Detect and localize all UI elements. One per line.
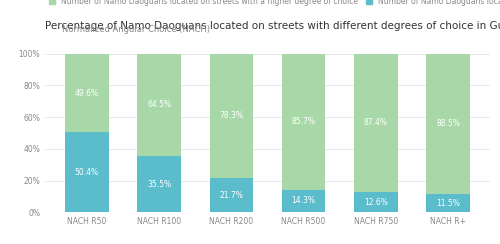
Legend: Number of Namo Daoguans located on streets with a higher degree of choice, Numbe: Number of Namo Daoguans located on stree…: [49, 0, 500, 6]
Bar: [138, 156, 181, 212]
Text: Normalized Angular Choice (NACH): Normalized Angular Choice (NACH): [62, 25, 210, 34]
Bar: [210, 54, 253, 178]
Text: 49.6%: 49.6%: [75, 89, 99, 98]
Bar: [65, 54, 108, 132]
Bar: [282, 190, 326, 212]
Text: 78.3%: 78.3%: [220, 111, 244, 120]
Bar: [210, 178, 253, 212]
Text: 12.6%: 12.6%: [364, 198, 388, 207]
Text: 11.5%: 11.5%: [436, 199, 460, 208]
Text: 87.4%: 87.4%: [364, 119, 388, 127]
Bar: [138, 54, 181, 156]
Text: 88.5%: 88.5%: [436, 119, 460, 128]
Text: 50.4%: 50.4%: [75, 168, 99, 177]
Bar: [65, 132, 108, 212]
Text: 14.3%: 14.3%: [292, 196, 316, 205]
Bar: [426, 54, 470, 194]
Text: Percentage of Namo Daoguans located on streets with different degrees of choice : Percentage of Namo Daoguans located on s…: [45, 21, 500, 31]
Text: 64.5%: 64.5%: [147, 100, 171, 109]
Bar: [354, 54, 398, 192]
Bar: [282, 54, 326, 190]
Bar: [354, 192, 398, 212]
Text: 85.7%: 85.7%: [292, 117, 316, 126]
Bar: [426, 194, 470, 212]
Text: 35.5%: 35.5%: [147, 180, 171, 189]
Text: 21.7%: 21.7%: [220, 191, 244, 200]
